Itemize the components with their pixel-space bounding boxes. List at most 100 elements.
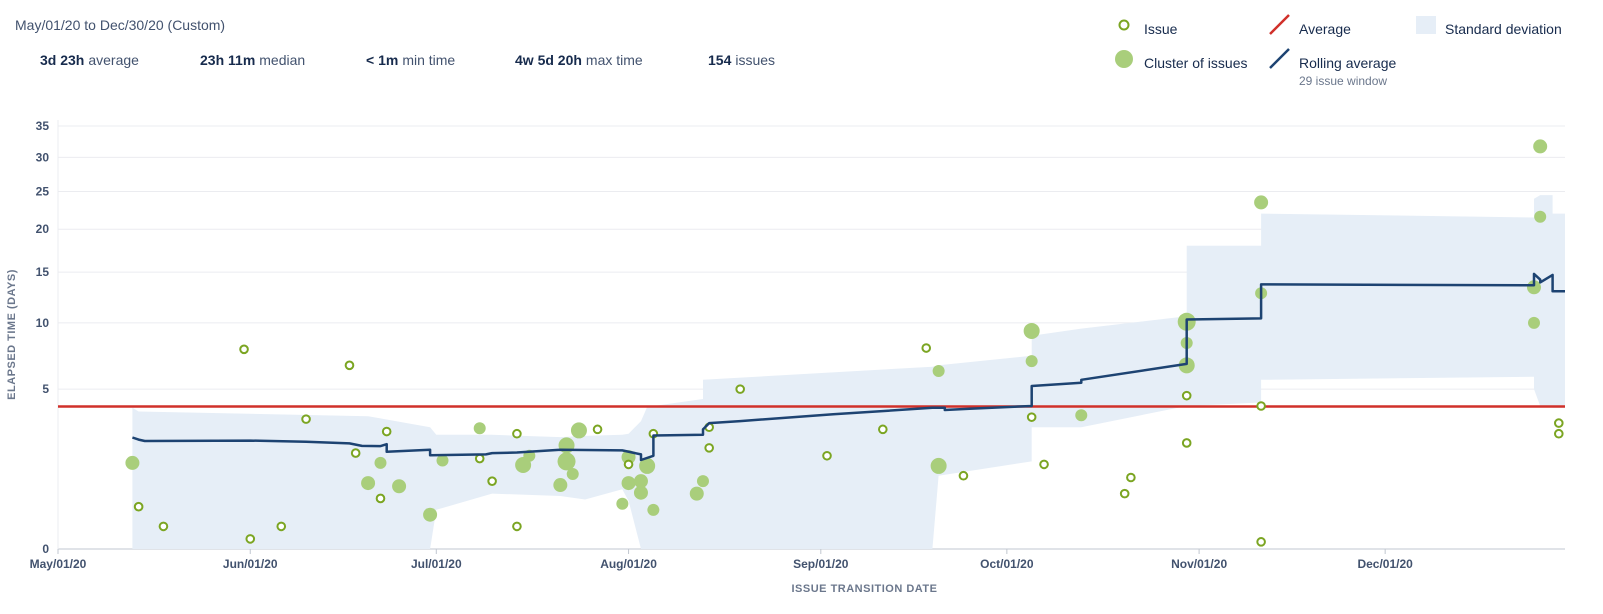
cluster-point	[1025, 355, 1038, 368]
issue-point	[958, 470, 969, 481]
y-tick-label: 30	[36, 150, 50, 164]
cluster-point	[639, 457, 656, 474]
stat-label: median	[259, 52, 306, 68]
cluster-point	[696, 475, 709, 488]
cluster-point	[616, 497, 629, 510]
cluster-point	[125, 455, 140, 470]
cluster-point	[423, 507, 438, 522]
y-tick-label: 25	[36, 185, 50, 199]
issue-point	[735, 384, 745, 394]
x-tick-label: Sep/01/20	[793, 557, 849, 571]
issue-point	[704, 443, 714, 453]
issue-point	[1039, 459, 1049, 470]
cluster-point	[1526, 280, 1541, 295]
issue-point	[822, 450, 832, 461]
y-tick-label: 20	[36, 222, 50, 236]
y-axis-title: ELAPSED TIME (DAYS)	[6, 269, 18, 400]
x-tick-label: Jun/01/20	[223, 557, 278, 571]
stddev-area	[132, 195, 1565, 549]
stat-issues: 154 issues	[708, 52, 775, 68]
legend-issue: Issue	[1144, 21, 1178, 37]
x-tick-label: Oct/01/20	[980, 557, 1034, 571]
y-tick-label: 10	[36, 316, 50, 330]
issue-point	[1126, 472, 1136, 483]
issue-point	[1026, 412, 1037, 422]
legend-issue-icon	[1118, 19, 1130, 31]
issue-point	[344, 360, 355, 371]
issue-point	[1256, 537, 1266, 547]
legend-rolling-icon	[1269, 48, 1290, 69]
stat-average: 3d 23h average	[40, 52, 139, 68]
legend-average: Average	[1299, 21, 1351, 37]
cluster-point	[436, 454, 449, 467]
issue-point	[375, 493, 386, 504]
stat-label: max time	[585, 52, 643, 68]
cluster-point	[930, 457, 947, 474]
date-range: May/01/20 to Dec/30/20 (Custom)	[15, 17, 226, 33]
cluster-point	[1533, 139, 1548, 154]
rolling-average-line	[131, 272, 1565, 462]
legend-marks	[1115, 14, 1436, 69]
legend-rolling: Rolling average	[1299, 55, 1397, 71]
cluster-point	[570, 422, 587, 439]
issue-point	[276, 521, 287, 532]
cluster-point	[621, 476, 636, 491]
issue-point	[512, 428, 522, 439]
cluster-point	[633, 485, 648, 500]
y-tick-label: 15	[36, 265, 50, 279]
legend-cluster: Cluster of issues	[1144, 55, 1248, 71]
y-tick-label: 0	[42, 542, 49, 556]
cluster-point	[1527, 316, 1540, 329]
cluster-point	[647, 503, 660, 516]
cluster-point	[1178, 357, 1195, 374]
issue-point	[1553, 418, 1564, 428]
issue-point	[133, 501, 144, 512]
cluster-point	[473, 422, 486, 435]
legend-rolling-sub: 29 issue window	[1299, 74, 1388, 88]
stat-label: issues	[735, 52, 776, 68]
issue-point	[1256, 401, 1266, 411]
issue-point	[512, 521, 522, 532]
x-tick-label: May/01/20	[30, 557, 87, 571]
stat-median: 23h 11m median	[200, 52, 305, 68]
cluster-point	[1254, 195, 1269, 210]
x-tick-label: Aug/01/20	[600, 557, 657, 571]
issue-point	[1181, 390, 1192, 401]
cluster-point	[1075, 409, 1088, 422]
x-tick-label: Jul/01/20	[411, 557, 462, 571]
issue-point	[1181, 438, 1192, 448]
x-tick-label: Dec/01/20	[1357, 557, 1413, 571]
stat-value: < 1m	[366, 52, 399, 68]
cluster-point	[932, 364, 945, 377]
cluster-point	[557, 452, 576, 471]
y-tick-label: 35	[36, 119, 50, 133]
cluster-point	[361, 476, 376, 491]
x-tick-label: Nov/01/20	[1171, 557, 1227, 571]
stat-value: 3d 23h	[40, 52, 85, 68]
stddev-band	[132, 195, 1565, 549]
cluster-point	[566, 468, 579, 481]
stat-label: average	[88, 52, 139, 68]
issue-point	[592, 424, 603, 435]
issue-point	[1119, 488, 1130, 499]
legend-cluster-icon	[1115, 50, 1133, 68]
y-tick-label: 5	[42, 382, 49, 396]
cluster-point	[374, 456, 387, 469]
cluster-point	[392, 479, 407, 494]
issue-point	[381, 426, 392, 437]
cluster-point	[553, 478, 568, 493]
cluster-point	[1534, 210, 1547, 223]
cluster-point	[1023, 322, 1040, 339]
issue-point	[878, 424, 888, 435]
issue-point	[239, 344, 249, 355]
cluster-point	[689, 486, 704, 501]
issue-point	[301, 414, 311, 424]
issue-point	[487, 476, 497, 486]
stat-value: 23h 11m	[200, 52, 256, 68]
stat-value: 154	[708, 52, 732, 68]
x-axis-title: ISSUE TRANSITION DATE	[792, 583, 938, 595]
cluster-point	[633, 474, 648, 489]
legend-stddev-icon	[1416, 16, 1436, 34]
axes: 0 5 10 15 20 25 30 35 May/01/20 Jun/01/20 Jul/01/2…	[6, 119, 1413, 595]
